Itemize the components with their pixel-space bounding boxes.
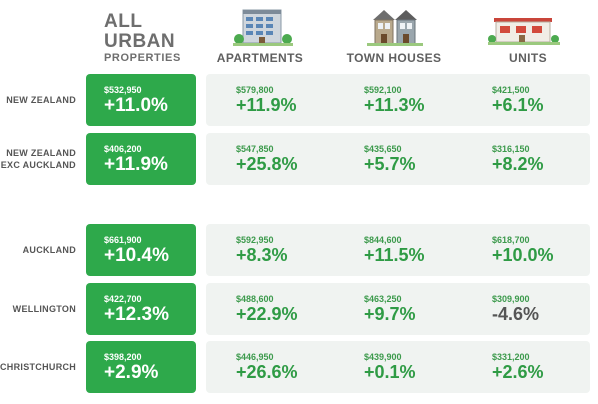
cell-change: +26.6% — [236, 362, 298, 382]
row-panel — [206, 133, 590, 185]
cell-change: +2.9% — [104, 362, 159, 383]
cell-price: $435,650 — [364, 144, 402, 154]
cell-change: +22.9% — [236, 304, 298, 324]
all-urban-cell-bg — [86, 283, 196, 335]
cell-change: +11.9% — [236, 95, 297, 115]
all-urban-cell-bg — [86, 133, 196, 185]
row-label: NEW ZEALAND — [0, 94, 76, 106]
row-label-line: NEW ZEALAND — [6, 95, 76, 105]
cell-change: +11.5% — [364, 245, 425, 265]
town-houses-icon — [367, 10, 423, 46]
all-urban-cell-bg — [86, 74, 196, 126]
cell-price: $446,950 — [236, 352, 274, 362]
cell-price: $316,150 — [492, 144, 530, 154]
all-urban-cell-bg — [86, 224, 196, 276]
cell-change: +10.4% — [104, 245, 169, 266]
cell-change: +25.8% — [236, 154, 298, 174]
cell-price: $309,900 — [492, 294, 530, 304]
cell-price: $331,200 — [492, 352, 530, 362]
cell-change: +11.9% — [104, 154, 168, 175]
cell-price: $844,600 — [364, 235, 402, 245]
cell-price: $406,200 — [104, 144, 142, 154]
row-label-line: CHRISTCHURCH — [0, 362, 77, 372]
cell-change: +2.6% — [492, 362, 544, 382]
cell-price: $592,950 — [236, 235, 274, 245]
all-header-line1: ALL — [104, 11, 143, 32]
cell-change: +9.7% — [364, 304, 416, 324]
row-label-line: AUCKLAND — [22, 245, 76, 255]
cell-change: +8.3% — [236, 245, 288, 265]
column-header-townhouses: TOWN HOUSES — [346, 51, 442, 65]
cell-price: $463,250 — [364, 294, 402, 304]
row-label: NEW ZEALAND EXC AUCKLAND — [0, 147, 76, 171]
row-label: CHRISTCHURCH — [0, 361, 76, 373]
apartment-building-icon — [233, 9, 293, 46]
row-panel — [206, 224, 590, 276]
cell-price: $439,900 — [364, 352, 402, 362]
row-label-line: NEW ZEALAND — [6, 148, 76, 158]
cell-price: $579,800 — [236, 85, 274, 95]
row-label-line: WELLINGTON — [12, 304, 76, 314]
cell-price: $488,600 — [236, 294, 274, 304]
cell-change: -4.6% — [492, 304, 540, 324]
cell-change: +10.0% — [492, 245, 554, 265]
cell-price: $547,850 — [236, 144, 274, 154]
cell-price: $421,500 — [492, 85, 530, 95]
cell-change: +8.2% — [492, 154, 544, 174]
cell-price: $532,950 — [104, 85, 142, 95]
cell-price: $592,100 — [364, 85, 402, 95]
cell-change: +0.1% — [364, 362, 416, 382]
all-urban-cell-bg — [86, 341, 196, 393]
row-label: AUCKLAND — [0, 244, 76, 256]
cell-change: +5.7% — [364, 154, 416, 174]
units-building-icon — [488, 18, 560, 45]
row-label-line: EXC AUCKLAND — [0, 160, 76, 170]
column-header-units: UNITS — [509, 51, 547, 65]
row-panel — [206, 74, 590, 126]
cell-price: $661,900 — [104, 235, 142, 245]
row-panel — [206, 341, 590, 393]
all-header-line2: URBAN — [104, 31, 176, 52]
cell-change: +6.1% — [492, 95, 544, 115]
cell-change: +12.3% — [104, 304, 169, 325]
cell-price: $618,700 — [492, 235, 530, 245]
cell-price: $398,200 — [104, 352, 142, 362]
column-header-apartments: APARTMENTS — [216, 51, 304, 65]
cell-change: +11.0% — [104, 95, 168, 116]
cell-change: +11.3% — [364, 95, 425, 115]
row-label: WELLINGTON — [0, 303, 76, 315]
cell-price: $422,700 — [104, 294, 142, 304]
row-panel — [206, 283, 590, 335]
all-header-line3: PROPERTIES — [104, 52, 181, 64]
